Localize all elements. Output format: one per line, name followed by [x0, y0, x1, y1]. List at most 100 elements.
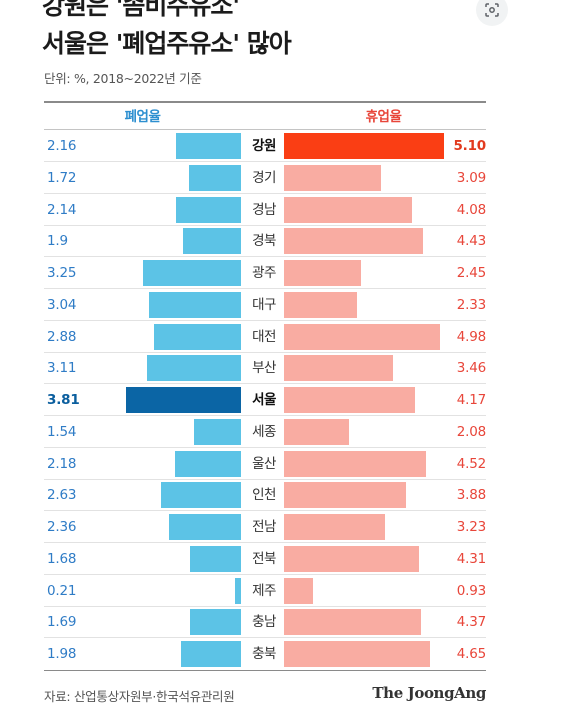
- suspension-rate-bar: [284, 133, 444, 159]
- suspension-rate-bar: [284, 482, 406, 508]
- right-series-header: 휴업율: [365, 109, 402, 125]
- suspension-rate-label: 3.88: [456, 487, 486, 503]
- closure-rate-label: 1.69: [47, 614, 77, 630]
- suspension-rate-bar: [284, 324, 440, 350]
- closure-rate-bar: [126, 387, 241, 413]
- region-label: 세종: [252, 424, 276, 440]
- closure-rate-label: 2.18: [47, 456, 77, 472]
- closure-rate-label: 2.16: [47, 138, 77, 154]
- region-label: 경기: [252, 170, 276, 186]
- closure-rate-label: 2.88: [47, 329, 77, 345]
- row-divider: [44, 225, 486, 226]
- unit-note: 단위: %, 2018~2022년 기준: [44, 71, 202, 86]
- closure-rate-label: 1.9: [47, 233, 68, 249]
- google-lens-button[interactable]: [476, 0, 508, 26]
- header-rule: [44, 129, 486, 130]
- closure-rate-label: 1.72: [47, 170, 77, 186]
- suspension-rate-bar: [284, 292, 357, 318]
- region-label: 대전: [252, 329, 276, 345]
- region-label: 충남: [252, 614, 276, 630]
- closure-rate-bar: [147, 355, 241, 381]
- row-divider: [44, 193, 486, 194]
- suspension-rate-bar: [284, 641, 430, 667]
- chart-row: 1.98 충북 4.65: [0, 638, 580, 670]
- chart-row: 1.54 세종 2.08: [0, 416, 580, 448]
- row-divider: [44, 542, 486, 543]
- row-divider: [44, 352, 486, 353]
- chart-row: 2.36 전남 3.23: [0, 511, 580, 543]
- chart-row: 1.68 전북 4.31: [0, 543, 580, 575]
- suspension-rate-label: 3.23: [456, 519, 486, 535]
- region-label: 광주: [252, 265, 276, 281]
- row-divider: [44, 256, 486, 257]
- suspension-rate-label: 4.65: [456, 646, 486, 662]
- closure-rate-bar: [176, 197, 241, 223]
- region-label: 경북: [252, 233, 276, 249]
- chart-row: 3.25 광주 2.45: [0, 257, 580, 289]
- row-divider: [44, 574, 486, 575]
- region-label: 전남: [252, 519, 276, 535]
- row-divider: [44, 447, 486, 448]
- closure-rate-bar: [190, 546, 241, 572]
- suspension-rate-bar: [284, 609, 421, 635]
- chart-row: 3.04 대구 2.33: [0, 289, 580, 321]
- closure-rate-label: 3.04: [47, 297, 77, 313]
- region-label: 충북: [252, 646, 276, 662]
- chart-row: 2.14 경남 4.08: [0, 194, 580, 226]
- suspension-rate-bar: [284, 165, 381, 191]
- suspension-rate-label: 2.45: [456, 265, 486, 281]
- closure-rate-label: 2.36: [47, 519, 77, 535]
- closure-rate-bar: [235, 578, 241, 604]
- region-label: 경남: [252, 202, 276, 218]
- chart-row: 3.81 서울 4.17: [0, 384, 580, 416]
- row-divider: [44, 606, 486, 607]
- row-divider: [44, 479, 486, 480]
- suspension-rate-label: 4.43: [456, 233, 486, 249]
- row-divider: [44, 320, 486, 321]
- closure-rate-label: 1.54: [47, 424, 77, 440]
- chart-row: 2.88 대전 4.98: [0, 321, 580, 353]
- region-label: 서울: [252, 392, 276, 408]
- bottom-rule: [44, 670, 486, 671]
- top-rule: [44, 101, 486, 103]
- suspension-rate-label: 4.52: [456, 456, 486, 472]
- row-divider: [44, 637, 486, 638]
- closure-rate-bar: [161, 482, 241, 508]
- closure-rate-bar: [149, 292, 241, 318]
- chart-row: 1.72 경기 3.09: [0, 162, 580, 194]
- region-label: 인천: [252, 487, 276, 503]
- suspension-rate-bar: [284, 355, 393, 381]
- closure-rate-label: 1.98: [47, 646, 77, 662]
- region-label: 대구: [252, 297, 276, 313]
- closure-rate-label: 2.63: [47, 487, 77, 503]
- row-divider: [44, 161, 486, 162]
- chart-row: 3.11 부산 3.46: [0, 352, 580, 384]
- region-label: 강원: [252, 138, 276, 154]
- suspension-rate-label: 4.37: [456, 614, 486, 630]
- closure-rate-bar: [181, 641, 241, 667]
- chart-row: 0.21 제주 0.93: [0, 575, 580, 607]
- region-label: 전북: [252, 551, 276, 567]
- closure-rate-bar: [183, 228, 241, 254]
- brand-logo: The JoongAng: [372, 684, 486, 702]
- suspension-rate-bar: [284, 260, 361, 286]
- closure-rate-bar: [143, 260, 241, 286]
- suspension-rate-bar: [284, 228, 423, 254]
- row-divider: [44, 288, 486, 289]
- chart-row: 2.63 인천 3.88: [0, 479, 580, 511]
- closure-rate-label: 0.21: [47, 583, 77, 599]
- source-note: 자료: 산업통상자원부·한국석유관리원: [44, 689, 235, 704]
- closure-rate-label: 2.14: [47, 202, 77, 218]
- closure-rate-label: 3.25: [47, 265, 77, 281]
- chart-row: 1.69 충남 4.37: [0, 606, 580, 638]
- row-divider: [44, 510, 486, 511]
- chart-row: 2.18 울산 4.52: [0, 448, 580, 480]
- suspension-rate-label: 2.08: [456, 424, 486, 440]
- suspension-rate-label: 3.09: [456, 170, 486, 186]
- row-divider: [44, 383, 486, 384]
- suspension-rate-label: 2.33: [456, 297, 486, 313]
- chart-title-line1: 강원은 '좀비주유소': [42, 0, 240, 20]
- closure-rate-bar: [194, 419, 241, 445]
- chart-row: 1.9 경북 4.43: [0, 225, 580, 257]
